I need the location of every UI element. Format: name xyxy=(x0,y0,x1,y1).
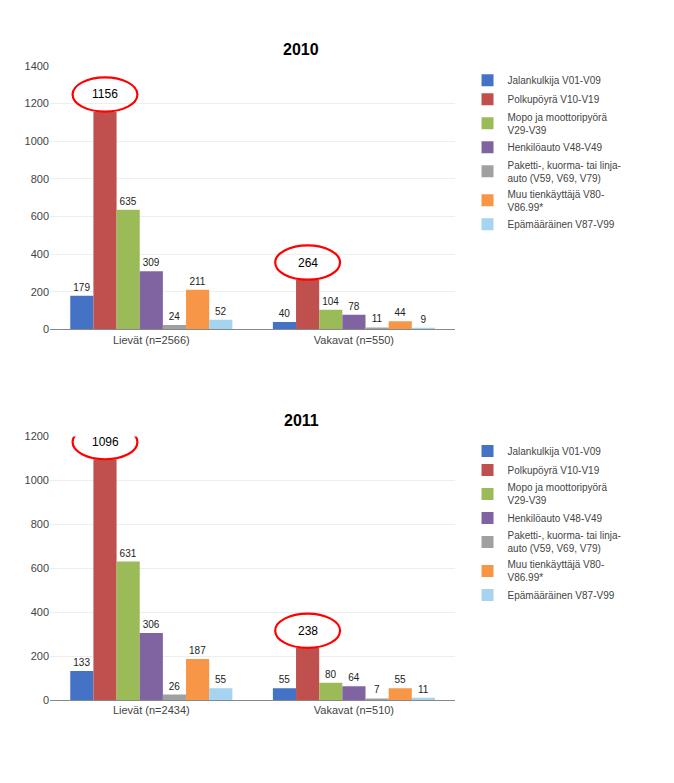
svg-text:1200: 1200 xyxy=(25,97,49,109)
svg-text:52: 52 xyxy=(215,306,227,317)
svg-text:11: 11 xyxy=(372,313,383,324)
svg-text:200: 200 xyxy=(31,286,49,298)
svg-text:Jalankulkija V01-V09: Jalankulkija V01-V09 xyxy=(508,75,602,86)
svg-text:2010: 2010 xyxy=(283,41,319,58)
svg-text:80: 80 xyxy=(325,669,337,680)
svg-text:306: 306 xyxy=(143,619,160,630)
svg-text:1000: 1000 xyxy=(25,474,49,486)
svg-text:55: 55 xyxy=(215,674,227,685)
svg-text:1156: 1156 xyxy=(92,87,118,101)
svg-text:26: 26 xyxy=(169,681,181,692)
svg-text:11: 11 xyxy=(418,684,429,695)
svg-text:133: 133 xyxy=(73,657,90,668)
svg-text:187: 187 xyxy=(189,645,206,656)
svg-text:78: 78 xyxy=(348,301,360,312)
svg-text:Vakavat (n=510): Vakavat (n=510) xyxy=(314,704,394,716)
svg-text:Muu tienkäyttäjä V80-V86.99*: Muu tienkäyttäjä V80-V86.99* xyxy=(508,189,605,213)
svg-text:800: 800 xyxy=(31,518,49,530)
svg-text:40: 40 xyxy=(279,308,291,319)
svg-text:0: 0 xyxy=(43,694,49,706)
svg-text:400: 400 xyxy=(31,248,49,260)
svg-text:1200: 1200 xyxy=(25,430,49,442)
svg-text:55: 55 xyxy=(394,674,406,685)
svg-text:Henkilöauto V48-V49: Henkilöauto V48-V49 xyxy=(508,513,603,524)
svg-text:179: 179 xyxy=(73,282,90,293)
svg-text:211: 211 xyxy=(189,276,205,287)
svg-text:800: 800 xyxy=(31,173,49,185)
svg-text:600: 600 xyxy=(31,210,49,222)
svg-text:Epämääräinen V87-V99: Epämääräinen V87-V99 xyxy=(508,219,615,230)
svg-text:600: 600 xyxy=(31,562,49,574)
svg-text:Epämääräinen V87-V99: Epämääräinen V87-V99 xyxy=(508,590,615,601)
svg-text:Vakavat (n=550): Vakavat (n=550) xyxy=(314,334,394,346)
svg-text:104: 104 xyxy=(322,296,339,307)
svg-text:Lievät (n=2566): Lievät (n=2566) xyxy=(113,334,190,346)
svg-text:64: 64 xyxy=(348,672,360,683)
svg-text:Lievät (n=2434): Lievät (n=2434) xyxy=(113,704,190,716)
svg-text:1096: 1096 xyxy=(92,435,119,449)
svg-text:7: 7 xyxy=(374,684,380,695)
svg-text:Henkilöauto V48-V49: Henkilöauto V48-V49 xyxy=(508,142,603,153)
svg-text:238: 238 xyxy=(298,624,318,638)
svg-text:Mopo ja moottoripyöräV29-V39: Mopo ja moottoripyöräV29-V39 xyxy=(508,482,608,506)
svg-text:24: 24 xyxy=(169,311,181,322)
svg-text:44: 44 xyxy=(394,307,406,318)
svg-text:Muu tienkäyttäjä V80-V86.99*: Muu tienkäyttäjä V80-V86.99* xyxy=(508,559,605,583)
svg-text:264: 264 xyxy=(298,256,318,270)
svg-text:0: 0 xyxy=(43,323,49,335)
svg-text:1000: 1000 xyxy=(25,135,49,147)
svg-text:635: 635 xyxy=(120,196,137,207)
svg-text:2011: 2011 xyxy=(284,412,319,429)
svg-text:400: 400 xyxy=(31,606,49,618)
svg-text:Jalankulkija V01-V09: Jalankulkija V01-V09 xyxy=(508,446,602,457)
svg-text:9: 9 xyxy=(420,314,426,325)
svg-text:200: 200 xyxy=(31,650,49,662)
svg-text:Paketti-, kuorma- tai linja-au: Paketti-, kuorma- tai linja-auto (V59, V… xyxy=(508,160,621,184)
svg-text:Mopo ja moottoripyöräV29-V39: Mopo ja moottoripyöräV29-V39 xyxy=(508,112,608,136)
svg-text:55: 55 xyxy=(279,674,291,685)
svg-text:309: 309 xyxy=(143,257,160,268)
svg-text:Polkupöyrä V10-V19: Polkupöyrä V10-V19 xyxy=(508,94,600,105)
svg-text:Paketti-, kuorma- tai linja-au: Paketti-, kuorma- tai linja-auto (V59, V… xyxy=(508,530,621,554)
svg-text:Polkupöyrä V10-V19: Polkupöyrä V10-V19 xyxy=(508,465,600,476)
svg-text:631: 631 xyxy=(120,548,137,559)
svg-text:1400: 1400 xyxy=(25,60,49,72)
